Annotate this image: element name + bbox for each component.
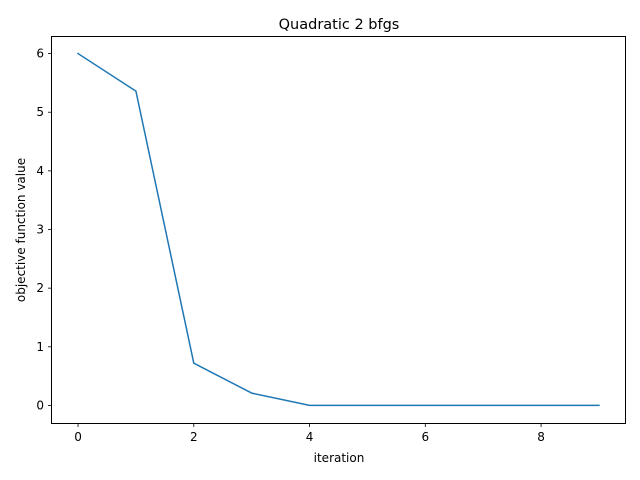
x-tick-label: 0 [74,430,82,444]
plot-area: 0 2 4 6 8 0 1 2 3 4 5 6 [36,36,626,444]
y-tick-label: 0 [36,398,44,412]
x-tick-label: 4 [306,430,314,444]
y-tick-label: 4 [36,164,44,178]
chart-title: Quadratic 2 bfgs [279,17,400,33]
x-axis-label: iteration [314,451,365,465]
y-tick-label: 3 [36,223,44,237]
y-tick-label: 5 [36,105,44,119]
series-layer [77,52,600,407]
y-tick-label: 2 [36,281,44,295]
y-tick-label: 6 [36,47,44,61]
x-tick-label: 2 [190,430,198,444]
plot-frame [51,36,626,424]
x-tick-label: 6 [421,430,429,444]
y-axis-label: objective function value [14,158,28,302]
x-tick-label: 8 [537,430,545,444]
x-axis: 0 2 4 6 8 [74,423,545,444]
y-axis: 0 1 2 3 4 5 6 [36,47,52,412]
y-tick-label: 1 [36,340,44,354]
series-line-0 [77,52,600,407]
